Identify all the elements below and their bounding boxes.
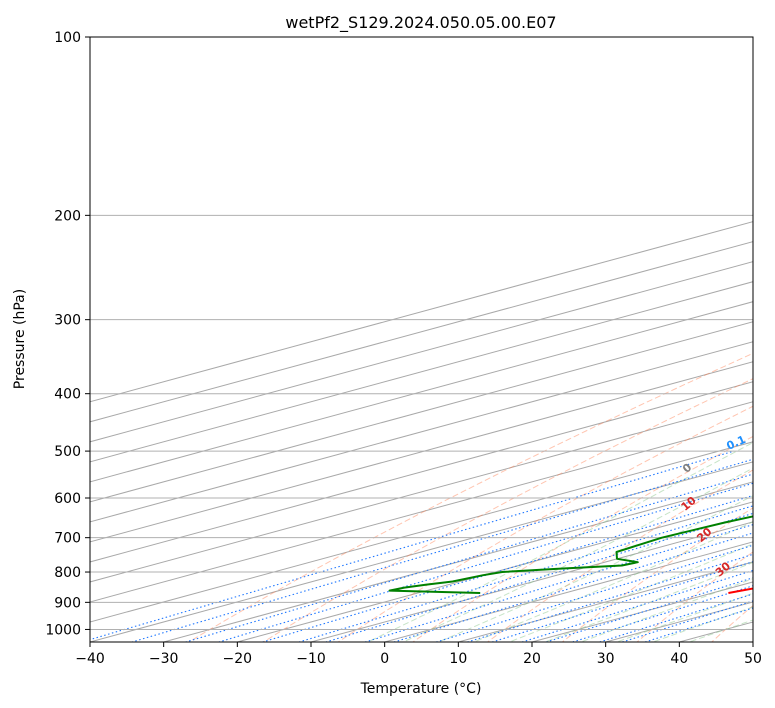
- isotherm-line: [384, 541, 753, 642]
- dewpoint-profile-line: [388, 515, 753, 594]
- y-tick-label: 500: [54, 444, 81, 460]
- isotherm-lines: [90, 221, 753, 642]
- isotherm-line: [310, 521, 753, 642]
- isotherm-line: [752, 641, 753, 642]
- mixing-ratio-line: [520, 569, 753, 642]
- mixing-ratio-label: 0.2: [771, 433, 775, 453]
- dry-adiabat: [636, 551, 753, 642]
- mixing-ratio-line: [363, 524, 753, 642]
- y-tick-label: 100: [54, 30, 81, 46]
- y-tick-label: 900: [54, 595, 81, 611]
- moist-adiabat: [401, 467, 753, 642]
- isotherm-line: [237, 501, 753, 642]
- y-axis: 100 200 300 400 500 600 700 800 900 1000: [45, 30, 90, 638]
- x-tick-label: −20: [223, 651, 253, 667]
- isotherm-line: [90, 281, 753, 463]
- y-tick-label: 800: [54, 565, 81, 581]
- isotherm-line: [90, 461, 753, 642]
- mixing-ratio-lines: [90, 450, 753, 642]
- theta-label: 30: [713, 559, 733, 579]
- isotherm-line: [90, 221, 753, 403]
- mixing-ratio-label: 0.1: [725, 433, 748, 453]
- x-tick-label: 20: [523, 651, 541, 667]
- x-tick-label: 10: [449, 651, 467, 667]
- moist-adiabat: [366, 441, 753, 642]
- x-tick-label: 30: [597, 651, 615, 667]
- profile-series: [388, 515, 753, 594]
- isotherm-line: [163, 481, 753, 642]
- x-tick-label: 50: [744, 651, 762, 667]
- x-tick-label: 0: [380, 651, 389, 667]
- isotherm-line: [531, 581, 753, 642]
- x-axis: −40 −30 −20 −10 0 10 20 30 40 50: [75, 642, 762, 667]
- mixing-ratio-line: [260, 494, 753, 642]
- mixing-ratio-line: [130, 458, 753, 642]
- y-tick-label: 600: [54, 491, 81, 507]
- dry-adiabat: [187, 352, 753, 642]
- y-tick-label: 300: [54, 313, 81, 329]
- isotherm-line: [90, 401, 753, 583]
- x-tick-label: 40: [670, 651, 688, 667]
- isotherm-line: [90, 441, 753, 623]
- y-tick-label: 700: [54, 531, 81, 547]
- mixing-ratio-line: [216, 482, 753, 642]
- chart-title: wetPf2_S129.2024.050.05.00.E07: [285, 13, 556, 33]
- isotherm-line: [90, 381, 753, 563]
- pressure-gridlines: [90, 37, 753, 630]
- moist-adiabat-lines: [366, 441, 753, 642]
- dry-adiabat: [262, 378, 753, 642]
- mixing-ratio-line: [90, 450, 735, 641]
- x-tick-label: −10: [296, 651, 326, 667]
- isotherm-line: [90, 341, 753, 523]
- isotherm-line: [90, 261, 753, 443]
- mixing-ratio-line: [392, 532, 753, 642]
- theta-label: 10: [679, 494, 699, 514]
- theta-label: 40: [752, 584, 772, 604]
- x-axis-title: Temperature (°C): [360, 681, 482, 697]
- plot-frame: [89, 36, 754, 643]
- isotherm-line: [605, 601, 753, 642]
- dry-adiabat-lines: [187, 352, 753, 642]
- isotherm-line: [90, 241, 753, 423]
- moist-adiabat: [687, 619, 753, 642]
- mixing-ratio-line: [570, 585, 753, 642]
- temperature-profile-line: [728, 587, 753, 594]
- isotherm-line: [90, 321, 753, 503]
- mixing-ratio-line: [544, 577, 753, 642]
- isotherm-line: [90, 421, 753, 603]
- moist-adiabat: [437, 495, 753, 642]
- y-tick-label: 200: [54, 208, 81, 224]
- y-tick-label: 400: [54, 387, 81, 403]
- y-tick-label: 1000: [45, 622, 81, 638]
- isotherm-line: [90, 301, 753, 483]
- x-tick-label: −40: [75, 651, 105, 667]
- mixing-ratio-line: [490, 561, 753, 642]
- dry-adiabat: [561, 507, 753, 642]
- moist-adiabat: [579, 578, 753, 642]
- x-tick-label: −30: [149, 651, 179, 667]
- dry-adiabat: [486, 469, 753, 642]
- mixing-ratio-line: [183, 473, 753, 642]
- y-axis-title: Pressure (hPa): [12, 289, 28, 389]
- plot-area: 0.10.20.40.611.52346810131620253036-100-…: [90, 37, 775, 642]
- isotherm-line: [90, 361, 753, 543]
